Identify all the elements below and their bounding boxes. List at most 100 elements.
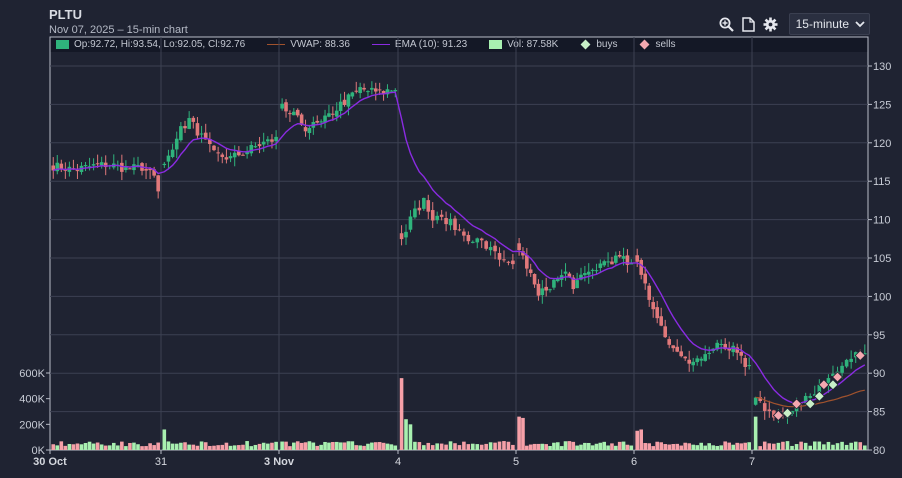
volume-bar bbox=[575, 445, 579, 450]
volume-bar bbox=[776, 442, 781, 450]
candle-body bbox=[544, 286, 548, 291]
volume-bar bbox=[136, 444, 140, 450]
candle-body bbox=[723, 343, 727, 350]
candle-body bbox=[579, 274, 583, 280]
candle-body bbox=[497, 253, 502, 260]
volume-tick-label: 600K bbox=[19, 368, 45, 380]
volume-bar bbox=[199, 441, 204, 450]
volume-bar bbox=[319, 444, 323, 450]
volume-bar bbox=[342, 442, 347, 450]
volume-bar bbox=[747, 442, 751, 450]
candle-body bbox=[521, 251, 525, 256]
volume-bar bbox=[863, 445, 867, 450]
interval-select[interactable]: 15-minute bbox=[788, 13, 870, 35]
interval-value: 15-minute bbox=[795, 17, 849, 31]
volume-bar bbox=[695, 445, 699, 450]
price-tick-label: 100 bbox=[873, 291, 891, 303]
volume-bar bbox=[385, 443, 390, 450]
volume-bar bbox=[715, 445, 719, 450]
sell-marker bbox=[832, 371, 844, 383]
candle-body bbox=[484, 241, 488, 249]
sell-marker bbox=[854, 350, 866, 362]
candle-body bbox=[257, 144, 262, 147]
volume-bar bbox=[232, 445, 237, 450]
page-title: PLTU bbox=[49, 7, 82, 22]
volume-bar bbox=[224, 442, 229, 450]
volume-bar bbox=[79, 444, 84, 450]
volume-bar bbox=[162, 429, 167, 450]
volume-bar bbox=[288, 446, 292, 450]
volume-bar bbox=[373, 442, 378, 450]
volume-bar bbox=[413, 441, 417, 450]
candle-body bbox=[590, 269, 595, 271]
volume-bar bbox=[338, 442, 343, 450]
volume-bar bbox=[858, 442, 863, 450]
candle-body bbox=[270, 139, 274, 142]
volume-bar bbox=[292, 442, 296, 450]
volume-bar bbox=[614, 445, 618, 450]
candle-body bbox=[315, 120, 320, 123]
candle-body bbox=[675, 346, 679, 352]
volume-bar bbox=[831, 444, 835, 450]
volume-bar bbox=[772, 443, 776, 450]
volume-bar bbox=[116, 445, 120, 450]
document-icon[interactable] bbox=[741, 16, 757, 32]
candle-body bbox=[307, 127, 312, 134]
volume-tick-label: 400K bbox=[19, 394, 45, 406]
candle-body bbox=[617, 254, 622, 257]
x-axis-label: 6 bbox=[631, 456, 637, 468]
candle-body bbox=[389, 90, 394, 92]
volume-bar bbox=[220, 444, 225, 450]
volume-bar bbox=[794, 444, 799, 450]
volume-bar bbox=[208, 445, 212, 450]
candle-body bbox=[444, 218, 448, 225]
volume-bar bbox=[187, 444, 191, 450]
volume-bar bbox=[743, 442, 747, 450]
volume-bar bbox=[75, 443, 80, 450]
volume-bar bbox=[315, 445, 320, 450]
volume-bar bbox=[540, 443, 545, 450]
candle-body bbox=[393, 90, 398, 92]
volume-bar bbox=[179, 442, 183, 450]
volume-bar bbox=[284, 441, 288, 450]
volume-bar bbox=[844, 444, 849, 450]
candle-body bbox=[232, 152, 237, 158]
candle-body bbox=[643, 273, 647, 284]
candle-body bbox=[203, 132, 208, 140]
volume-bar bbox=[643, 443, 647, 450]
candle-body bbox=[647, 285, 651, 300]
candle-body bbox=[284, 102, 288, 112]
candle-body bbox=[187, 118, 191, 129]
candle-body bbox=[216, 152, 220, 154]
candle-body bbox=[493, 245, 497, 252]
buy-marker bbox=[827, 379, 839, 391]
candle-body bbox=[727, 348, 731, 351]
volume-bar bbox=[506, 441, 511, 450]
candle-body bbox=[83, 165, 88, 167]
x-axis-label: 5 bbox=[513, 456, 519, 468]
volume-bar bbox=[257, 443, 262, 450]
volume-bar bbox=[453, 443, 457, 450]
candle-body bbox=[148, 168, 152, 171]
price-tick-label: 110 bbox=[873, 215, 891, 227]
volume-bar bbox=[590, 445, 595, 450]
volume-bar bbox=[703, 445, 707, 450]
volume-bar bbox=[99, 444, 104, 450]
gear-icon[interactable] bbox=[763, 16, 779, 32]
candle-body bbox=[614, 255, 618, 263]
candle-body bbox=[99, 162, 104, 166]
volume-bar bbox=[323, 441, 327, 450]
volume-bar bbox=[362, 445, 366, 450]
volume-bar bbox=[261, 442, 266, 450]
candle-body bbox=[743, 358, 747, 367]
volume-bar bbox=[835, 443, 840, 450]
legend-vol-text: Vol: 87.58K bbox=[507, 39, 559, 50]
volume-tick-label: 0K bbox=[32, 445, 46, 457]
volume-bar bbox=[183, 442, 187, 450]
zoom-in-icon[interactable] bbox=[719, 16, 735, 32]
volume-bar bbox=[552, 442, 556, 450]
volume-bar bbox=[303, 442, 308, 450]
candle-body bbox=[772, 410, 776, 418]
volume-bar bbox=[228, 445, 233, 450]
